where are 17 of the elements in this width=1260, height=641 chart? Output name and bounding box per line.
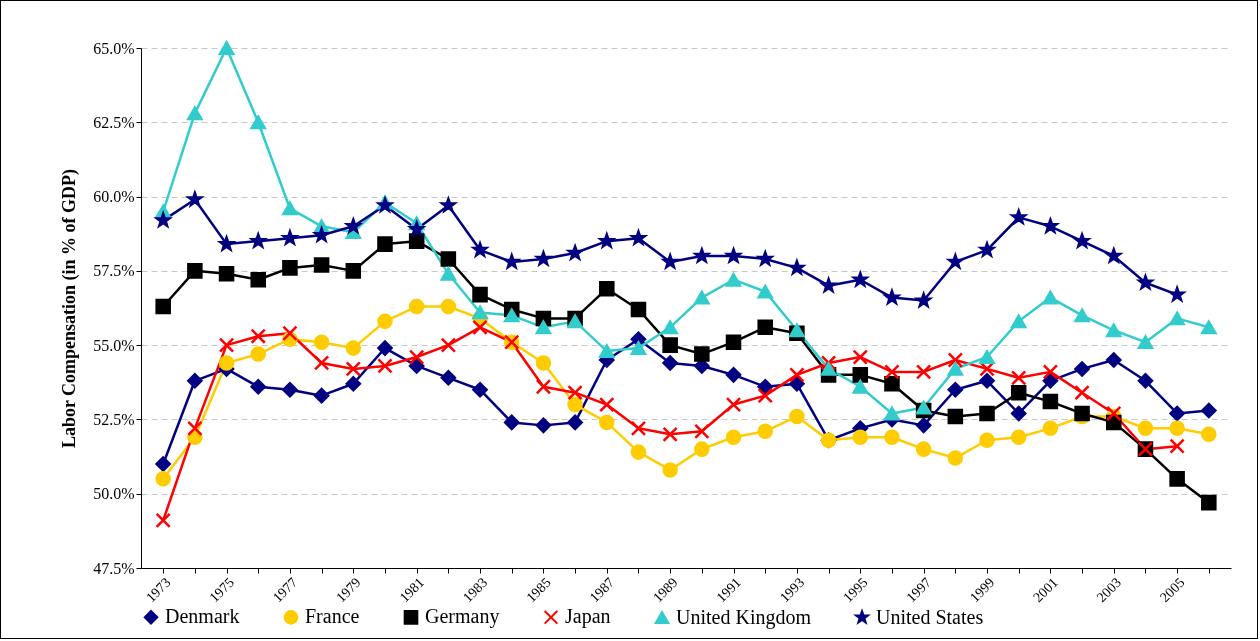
y-tick-label: 50.0% <box>93 485 135 503</box>
y-tick-label: 60.0% <box>93 188 135 206</box>
y-tick-label: 52.5% <box>93 410 135 428</box>
y-tick-label: 57.5% <box>93 262 135 280</box>
legend-label: Japan <box>565 605 611 629</box>
y-tick-label: 55.0% <box>93 336 135 354</box>
y-tick-label: 62.5% <box>93 113 135 131</box>
y-tick-label: 65.0% <box>93 39 135 57</box>
legend-label: France <box>305 605 360 628</box>
legend-label: United States <box>876 605 984 628</box>
legend-label: Denmark <box>165 605 240 628</box>
legend-label: Germany <box>425 605 500 629</box>
y-axis-title: Labor Compensation (in % of GDP) <box>59 168 81 449</box>
y-tick-label: 47.5% <box>93 559 135 577</box>
x-tick-label: 1991 <box>713 574 744 606</box>
legend-label: United Kingdom <box>676 605 812 629</box>
x-tick-label: 1981 <box>396 574 428 606</box>
